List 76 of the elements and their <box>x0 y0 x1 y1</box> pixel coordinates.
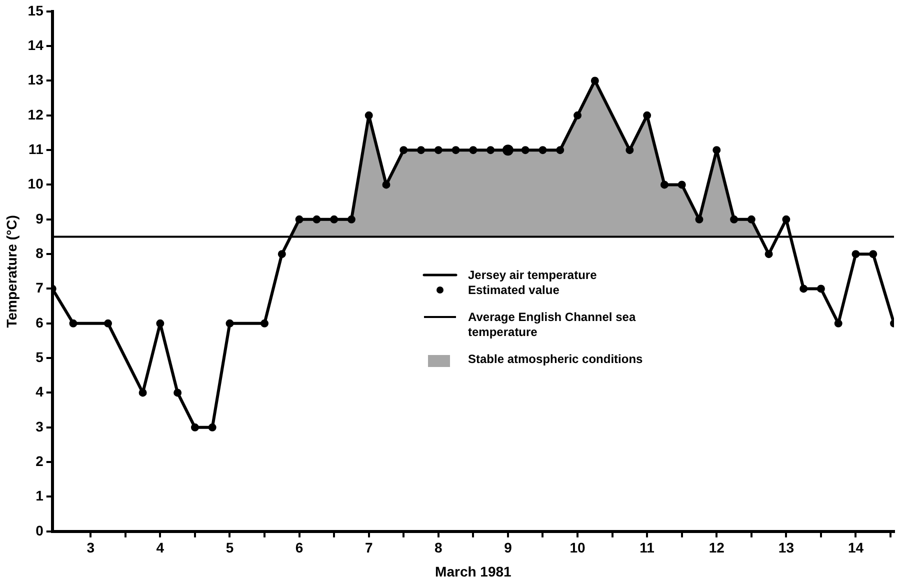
x-axis-title: March 1981 <box>435 563 512 580</box>
point <box>800 284 808 293</box>
legend-label: Stable atmospheric conditions <box>468 352 644 367</box>
point <box>869 250 878 258</box>
point <box>347 215 356 224</box>
y-tick-label: 8 <box>36 244 44 261</box>
point <box>747 215 756 224</box>
y-tick-label: 1 <box>36 488 44 504</box>
point <box>295 215 304 224</box>
y-tick-label: 2 <box>36 452 44 469</box>
y-tick-label: 0 <box>36 522 44 538</box>
point <box>556 146 564 154</box>
point <box>452 146 460 154</box>
x-tick-label: 14 <box>848 540 864 556</box>
point <box>643 111 652 120</box>
point <box>417 146 426 154</box>
point <box>138 388 147 397</box>
point <box>156 319 164 328</box>
legend-label: Jersey air temperature <box>468 268 598 283</box>
x-tick-label: 10 <box>570 540 586 556</box>
point <box>521 146 530 154</box>
point <box>104 319 112 328</box>
point <box>330 215 338 224</box>
y-axis-title: Temperature (°C) <box>3 215 20 328</box>
x-tick-label: 5 <box>226 540 234 556</box>
x-tick-label: 11 <box>640 540 655 556</box>
point <box>486 146 495 154</box>
y-tick-label: 5 <box>36 348 44 365</box>
x-tick-label: 7 <box>364 540 373 556</box>
point <box>260 319 269 328</box>
y-tick-label: 6 <box>36 314 44 330</box>
point <box>226 319 234 328</box>
legend-label: Average English Channel sea temperature <box>468 310 637 340</box>
point <box>590 76 599 85</box>
x-tick-label: 9 <box>504 540 512 556</box>
point <box>174 388 182 397</box>
point <box>834 319 842 328</box>
point <box>208 423 216 432</box>
y-tick-label: 10 <box>28 176 44 192</box>
y-tick-label: 15 <box>28 2 44 18</box>
y-tick-label: 13 <box>28 72 44 88</box>
x-tick-label: 6 <box>295 540 304 556</box>
x-tick-label: 12 <box>708 540 725 556</box>
point <box>190 423 199 432</box>
point <box>678 180 686 189</box>
point <box>782 215 790 224</box>
y-tick-label: 14 <box>28 36 44 53</box>
point <box>434 146 442 154</box>
y-tick-label: 4 <box>36 384 44 400</box>
x-tick-label: 13 <box>778 540 794 556</box>
y-tick-label: 12 <box>28 106 44 122</box>
y-tick-label: 3 <box>36 418 44 434</box>
point <box>278 250 286 258</box>
point <box>382 180 390 189</box>
y-tick-label: 7 <box>36 280 44 296</box>
y-tick-label: 11 <box>28 140 44 157</box>
x-tick-label: 4 <box>156 540 164 556</box>
point <box>764 250 773 258</box>
point <box>695 215 704 224</box>
point <box>469 146 478 154</box>
point <box>626 146 634 154</box>
point <box>574 111 582 120</box>
point <box>312 215 321 224</box>
point <box>400 146 408 154</box>
point <box>69 319 78 328</box>
point <box>712 146 721 154</box>
point <box>816 284 825 293</box>
y-tick-label: 9 <box>36 210 44 226</box>
x-tick-label: 3 <box>86 540 95 556</box>
legend-label: Estimated value <box>468 283 560 298</box>
point <box>852 250 860 258</box>
point <box>538 146 547 154</box>
point <box>364 111 373 120</box>
point <box>730 215 738 224</box>
x-tick-label: 8 <box>434 540 443 556</box>
point <box>660 180 668 189</box>
